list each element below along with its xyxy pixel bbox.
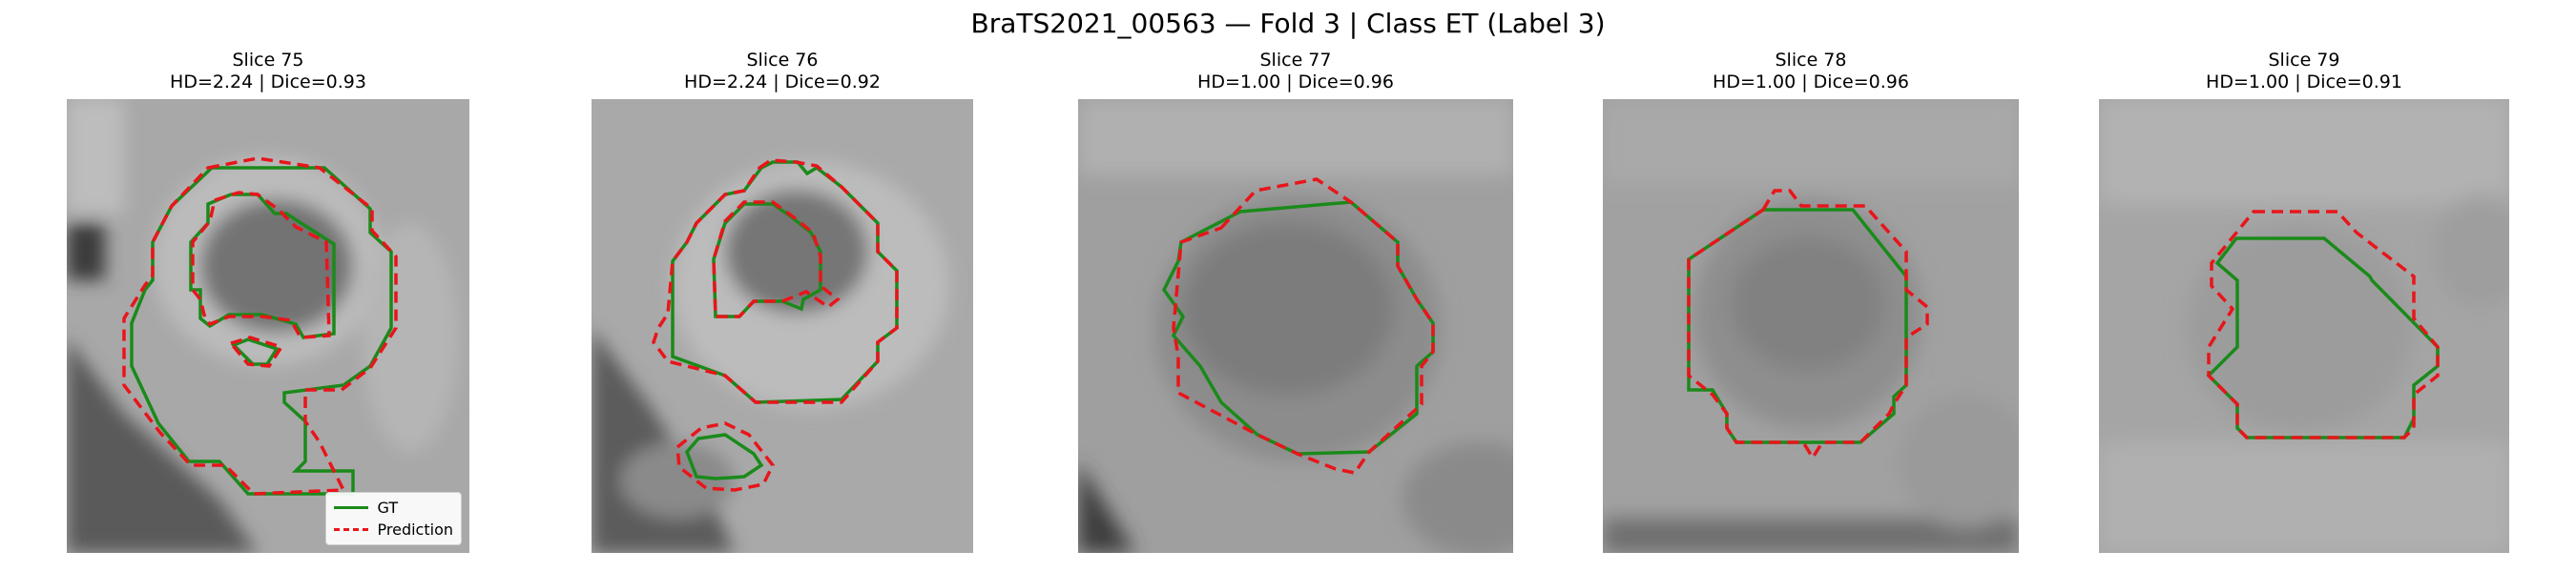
legend-prediction-label: Prediction xyxy=(377,521,453,539)
mri-image xyxy=(1078,99,1513,553)
metrics-label: HD=2.24 | Dice=0.92 xyxy=(684,72,881,92)
panel-slice-75: Slice 75 HD=2.24 | Dice=0.93 xyxy=(67,0,469,572)
figure-title: BraTS2021_00563 — Fold 3 | Class ET (Lab… xyxy=(970,8,1606,39)
gt-line-swatch xyxy=(333,506,368,509)
panel-title: Slice 78 HD=1.00 | Dice=0.96 xyxy=(1603,50,2019,93)
metrics-label: HD=1.00 | Dice=0.96 xyxy=(1713,72,1909,92)
legend-prediction: Prediction xyxy=(333,519,453,541)
panel-slice-79: Slice 79 HD=1.00 | Dice=0.91 xyxy=(2099,0,2509,572)
mri-image xyxy=(1603,99,2019,553)
prediction-contour xyxy=(122,156,398,496)
legend: GT Prediction xyxy=(324,492,462,545)
slice-label: Slice 76 xyxy=(746,50,819,71)
mri-image xyxy=(2099,99,2509,553)
prediction-contour xyxy=(2207,210,2440,439)
mri-image xyxy=(592,99,973,553)
prediction-contour xyxy=(652,158,899,492)
panel-slice-78: Slice 78 HD=1.00 | Dice=0.96 xyxy=(1603,0,2019,572)
legend-gt: GT xyxy=(333,497,453,519)
metrics-label: HD=1.00 | Dice=0.91 xyxy=(2206,72,2402,92)
metrics-label: HD=2.24 | Dice=0.93 xyxy=(170,72,366,92)
prediction-contour xyxy=(1687,189,1929,461)
panel-title: Slice 76 HD=2.24 | Dice=0.92 xyxy=(592,50,973,93)
mri-image: GT Prediction xyxy=(67,99,469,553)
slice-label: Slice 75 xyxy=(232,50,304,71)
panel-slice-76: Slice 76 HD=2.24 | Dice=0.92 xyxy=(592,0,973,572)
slice-label: Slice 78 xyxy=(1775,50,1847,71)
panel-title: Slice 75 HD=2.24 | Dice=0.93 xyxy=(67,50,469,93)
legend-gt-label: GT xyxy=(377,499,399,517)
panel-title: Slice 79 HD=1.00 | Dice=0.91 xyxy=(2099,50,2509,93)
prediction-line-swatch xyxy=(333,528,368,531)
panel-title: Slice 77 HD=1.00 | Dice=0.96 xyxy=(1078,50,1513,93)
panel-slice-77: Slice 77 HD=1.00 | Dice=0.96 xyxy=(1078,0,1513,572)
slice-label: Slice 79 xyxy=(2268,50,2340,71)
slice-label: Slice 77 xyxy=(1259,50,1332,71)
prediction-contour xyxy=(1172,177,1435,475)
metrics-label: HD=1.00 | Dice=0.96 xyxy=(1197,72,1394,92)
